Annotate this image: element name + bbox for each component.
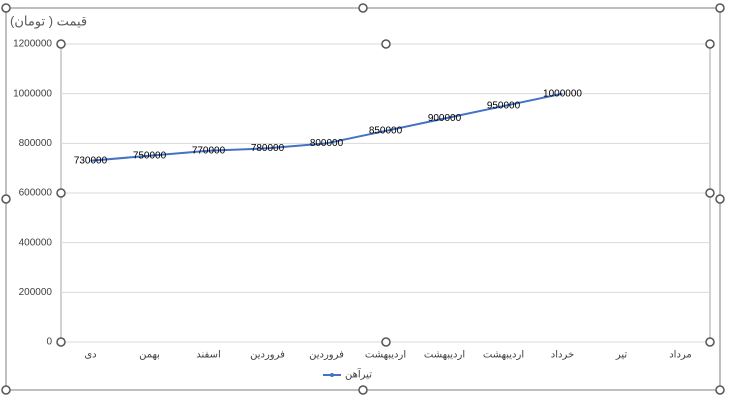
x-tick-label: تیر <box>615 350 628 361</box>
legend-label: تیرآهن <box>345 368 372 381</box>
handle[interactable] <box>56 337 66 347</box>
handle[interactable] <box>1 3 11 13</box>
data-label: 780000 <box>251 143 285 154</box>
y-tick-label: 800000 <box>19 138 53 149</box>
x-tick-label: بهمن <box>139 350 160 361</box>
handle[interactable] <box>705 188 715 198</box>
handle[interactable] <box>715 3 725 13</box>
y-tick-label: 1000000 <box>13 88 52 99</box>
handle[interactable] <box>1 194 11 204</box>
data-label: 730000 <box>74 155 108 166</box>
handle[interactable] <box>715 385 725 395</box>
chart-frame <box>5 7 721 391</box>
handle[interactable] <box>715 194 725 204</box>
x-tick-label: اسفند <box>196 350 220 361</box>
data-label: 950000 <box>487 101 521 112</box>
data-label: 800000 <box>310 138 344 149</box>
x-tick-label: مرداد <box>669 350 692 361</box>
handle[interactable] <box>56 188 66 198</box>
x-tick-label: دی <box>84 350 96 361</box>
marks: 0 200000 400000 600000 800000 1000000 1200000 د… <box>13 39 710 381</box>
series-line <box>90 92 563 162</box>
y-tick-label: 600000 <box>19 188 53 199</box>
selection-handles[interactable] <box>1 3 725 395</box>
handle[interactable] <box>56 39 66 49</box>
handle[interactable] <box>358 385 368 395</box>
y-tick-label: 200000 <box>19 287 53 298</box>
handle[interactable] <box>705 39 715 49</box>
x-tick-label: خرداد <box>551 350 574 361</box>
x-tick-label: فروردین <box>250 350 285 361</box>
handle[interactable] <box>381 39 391 49</box>
y-tick-label: 400000 <box>19 237 53 248</box>
data-label: 1000000 <box>543 88 582 99</box>
y-tick-label: 1200000 <box>13 39 52 50</box>
handle[interactable] <box>358 3 368 13</box>
data-label: 770000 <box>192 145 226 156</box>
legend-marker <box>330 373 334 377</box>
x-tick-label: اردیبهشت <box>424 350 465 361</box>
data-label: 750000 <box>133 150 167 161</box>
x-tick-label: فروردین <box>309 350 344 361</box>
x-tick-label: اردیبهشت <box>483 350 524 361</box>
data-label: 850000 <box>369 126 403 137</box>
x-tick-label: اردیبهشت <box>365 350 406 361</box>
chart-title: قیمت ( تومان) <box>10 13 87 29</box>
handle[interactable] <box>1 385 11 395</box>
handle[interactable] <box>705 337 715 347</box>
data-label: 900000 <box>428 113 462 124</box>
handle[interactable] <box>381 337 391 347</box>
y-tick-label: 0 <box>46 337 52 348</box>
